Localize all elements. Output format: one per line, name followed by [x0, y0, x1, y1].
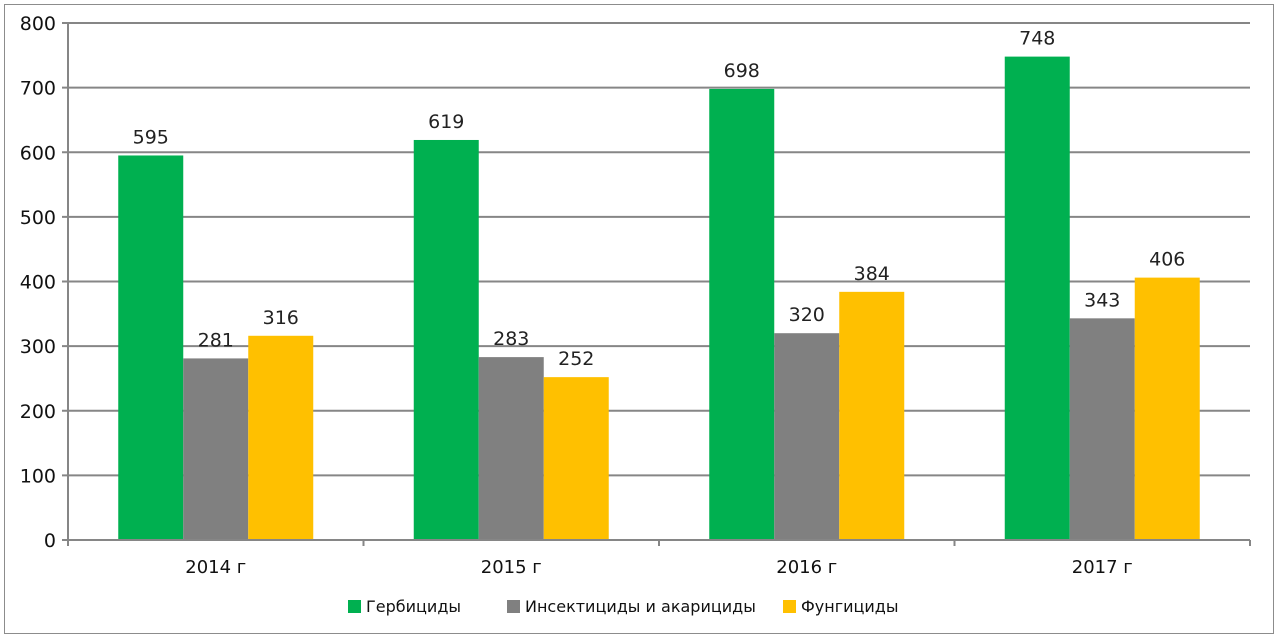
data-label: 252	[558, 348, 594, 370]
bar	[1069, 318, 1135, 540]
data-label: 406	[1149, 249, 1185, 271]
bar	[839, 291, 905, 540]
bar	[1004, 56, 1070, 540]
y-tick-label: 200	[20, 401, 56, 423]
data-label: 320	[789, 304, 825, 326]
bar	[413, 139, 479, 540]
legend: Гербициды Инсектициды и акарициды Фунгицид…	[348, 597, 899, 616]
bar	[709, 88, 775, 540]
x-tick-label: 2016 г	[776, 557, 837, 578]
bar	[543, 377, 609, 540]
x-axis: 2014 г 2015 г 2016 г 2017 г	[67, 539, 1251, 578]
bar	[118, 155, 184, 540]
legend-swatch	[507, 600, 520, 613]
y-tick-label: 0	[44, 530, 56, 552]
x-tick-label: 2015 г	[481, 557, 542, 578]
bars	[118, 56, 1200, 540]
legend-label: Гербициды	[366, 597, 461, 616]
data-label: 281	[198, 329, 234, 351]
data-label: 595	[133, 126, 169, 148]
data-label: 748	[1019, 28, 1055, 50]
bar	[1134, 277, 1200, 540]
y-axis: 0 100 200 300 400 500 600 700 800	[20, 13, 69, 552]
bar	[478, 357, 544, 540]
bar	[248, 335, 314, 540]
x-tick-label: 2017 г	[1072, 557, 1133, 578]
data-label: 343	[1084, 289, 1120, 311]
data-label: 316	[263, 307, 299, 329]
y-tick-label: 800	[20, 13, 56, 35]
bar	[183, 358, 249, 540]
y-tick-label: 100	[20, 465, 56, 487]
data-label: 283	[493, 328, 529, 350]
y-tick-label: 600	[20, 142, 56, 164]
legend-label: Фунгициды	[801, 597, 899, 616]
y-tick-label: 300	[20, 336, 56, 358]
y-tick-label: 400	[20, 272, 56, 294]
data-labels: 595 281 316 619 283 252 698 320 384 748 343 406	[133, 28, 1186, 371]
data-label: 698	[724, 60, 760, 82]
legend-label: Инсектициды и акарициды	[525, 597, 756, 616]
y-tick-label: 700	[20, 78, 56, 100]
bar	[774, 333, 840, 540]
data-label: 384	[854, 263, 890, 285]
legend-swatch	[783, 600, 796, 613]
data-label: 619	[428, 111, 464, 133]
legend-swatch	[348, 600, 361, 613]
x-tick-label: 2014 г	[185, 557, 246, 578]
y-tick-label: 500	[20, 207, 56, 229]
